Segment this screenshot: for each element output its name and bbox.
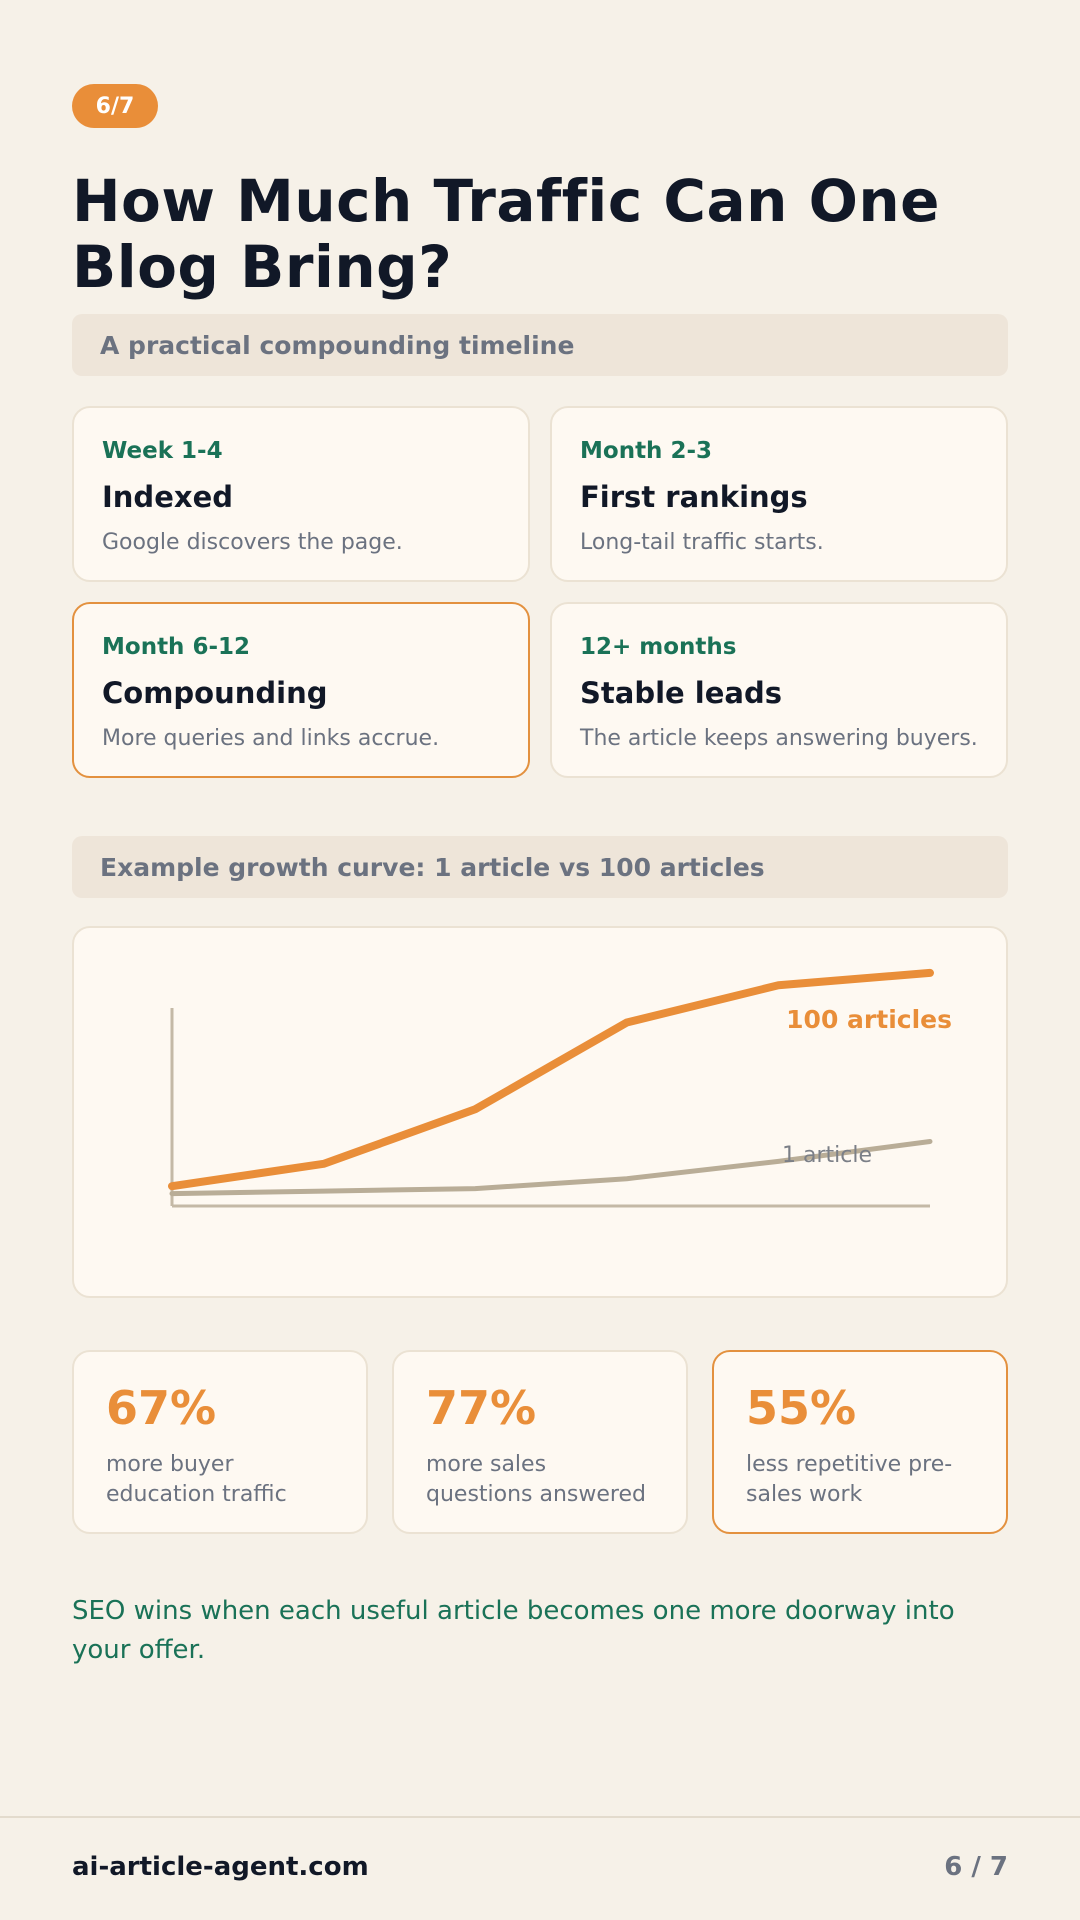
timeline-phase: Month 6-12 — [102, 634, 250, 660]
timeline-description: More queries and links accrue. — [102, 726, 440, 751]
timeline-heading: First rankings — [580, 480, 808, 514]
timeline-card-month-2-3: Month 2-3 First rankings Long-tail traff… — [550, 406, 1008, 582]
stat-label: more buyer education traffic — [106, 1452, 287, 1507]
stat-card-pre-sales-work: 55% less repetitive pre-sales work — [712, 1350, 1008, 1534]
stat-value: 55% — [746, 1381, 857, 1435]
series-label-100-articles: 100 articles — [786, 1005, 952, 1034]
growth-chart-svg: 100 articles 1 article — [168, 968, 952, 1208]
timeline-phase: Month 2-3 — [580, 438, 712, 464]
chart-header: Example growth curve: 1 article vs 100 a… — [72, 836, 1008, 898]
page-badge: 6/7 — [72, 84, 158, 128]
page-title: How Much Traffic Can One Blog Bring? — [72, 167, 941, 301]
stat-card-buyer-education: 67% more buyer education traffic — [72, 1350, 368, 1534]
timeline-card-month-6-12: Month 6-12 Compounding More queries and … — [72, 602, 530, 778]
stat-label: more sales questions answered — [426, 1452, 646, 1507]
timeline-phase: 12+ months — [580, 634, 737, 660]
stat-label: less repetitive pre-sales work — [746, 1452, 953, 1507]
tagline: SEO wins when each useful article become… — [72, 1596, 955, 1665]
growth-chart: 100 articles 1 article — [72, 926, 1008, 1298]
footer-divider — [0, 1816, 1080, 1818]
timeline-heading: Stable leads — [580, 676, 782, 710]
footer-site-link[interactable]: ai-article-agent.com — [72, 1852, 369, 1882]
timeline-card-week-1-4: Week 1-4 Indexed Google discovers the pa… — [72, 406, 530, 582]
timeline-description: The article keeps answering buyers. — [580, 726, 978, 751]
timeline-description: Google discovers the page. — [102, 530, 403, 555]
footer-page-number: 6 / 7 — [944, 1852, 1008, 1882]
stat-value: 77% — [426, 1381, 537, 1435]
timeline-heading: Compounding — [102, 676, 328, 710]
series-line-100-articles — [168, 968, 934, 1191]
series-label-1-article: 1 article — [782, 1143, 872, 1168]
timeline-header: A practical compounding timeline — [72, 314, 1008, 376]
stat-value: 67% — [106, 1381, 217, 1435]
series-line-1-article — [169, 1139, 933, 1197]
timeline-card-12-months: 12+ months Stable leads The article keep… — [550, 602, 1008, 778]
stat-card-sales-questions: 77% more sales questions answered — [392, 1350, 688, 1534]
timeline-heading: Indexed — [102, 480, 233, 514]
timeline-description: Long-tail traffic starts. — [580, 530, 824, 555]
timeline-phase: Week 1-4 — [102, 438, 223, 464]
